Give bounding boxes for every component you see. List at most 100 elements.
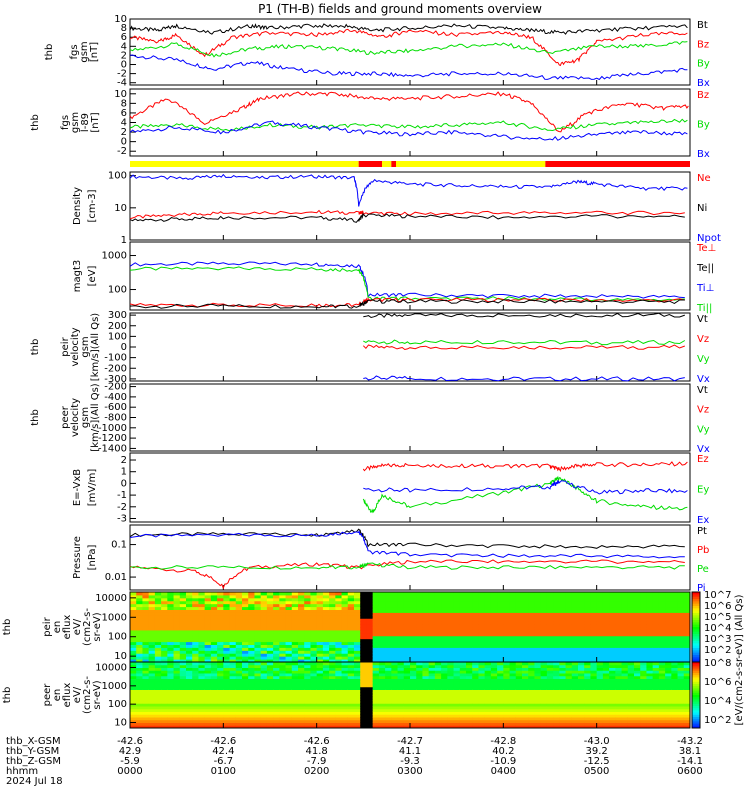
spectrogram-cell [503, 675, 511, 679]
spectrogram-cell [540, 647, 548, 651]
spectrogram-cell [571, 644, 579, 648]
spectrogram-cell [447, 703, 455, 707]
spectrogram-cell [136, 647, 143, 651]
spectrogram-cell [478, 711, 486, 715]
spectrogram-cell [509, 597, 517, 602]
spectrogram-cell [466, 659, 473, 663]
ytick-label: 8 [121, 98, 127, 109]
spectrogram-cell [615, 656, 623, 660]
spectrogram-cell [658, 706, 666, 710]
spectrogram-cell [434, 689, 442, 693]
spectrogram-cell [627, 635, 635, 640]
spectrogram-cell [304, 711, 311, 715]
spectrogram-cell [640, 703, 647, 707]
spectrogram-cell [640, 629, 647, 634]
spectrogram-cell [584, 700, 591, 704]
spectrogram-cell [646, 597, 654, 602]
spectrogram-cell [192, 670, 199, 674]
spectrogram-cell [130, 618, 137, 622]
spectrogram-cell [646, 624, 654, 628]
spectrogram-cell [223, 594, 231, 599]
spectrogram-cell [627, 681, 635, 685]
spectrogram-cell [671, 650, 679, 654]
spectrogram-cell [354, 656, 361, 660]
spectrogram-cell [596, 629, 604, 634]
spectrogram-cell [173, 673, 181, 677]
spectrogram-cell [173, 697, 181, 701]
spectrogram-cell [677, 635, 685, 640]
spectrogram-cell [683, 624, 691, 628]
spectrogram-cell [329, 673, 336, 677]
spectrogram-cell [360, 647, 367, 651]
spectrogram-cell [360, 670, 367, 674]
spectrogram-cell [167, 684, 175, 688]
spectrogram-cell [366, 641, 374, 645]
spectrogram-cell [329, 627, 336, 631]
spectrogram-cell [260, 717, 268, 721]
spectrogram-cell [422, 714, 430, 718]
spectrogram-cell [509, 692, 517, 696]
spectrogram-cell [229, 678, 237, 682]
spectrogram-cell [652, 627, 660, 631]
spectrogram-cell [397, 717, 405, 721]
spectrogram-cell [658, 711, 666, 715]
spectrogram-cell [397, 708, 405, 712]
spectrogram-cell [254, 678, 262, 682]
spectrogram-cell [472, 664, 479, 668]
spectrogram-cell [385, 695, 392, 699]
spectrogram-cell [434, 684, 442, 688]
spectrogram-cell [273, 627, 280, 631]
spectrogram-cell [385, 692, 392, 696]
spectrogram-cell [366, 594, 374, 599]
spectrogram-cell [615, 667, 623, 671]
spectrogram-cell [397, 675, 405, 679]
spectrogram-cell [316, 624, 324, 628]
spectrogram-cell [142, 725, 150, 729]
spectrogram-cell [173, 592, 181, 596]
spectrogram-cell [466, 615, 473, 619]
spectrogram-cell [459, 673, 467, 677]
spectrogram-cell [553, 600, 560, 605]
spectrogram-cell [366, 725, 374, 729]
spectrogram-cell [266, 714, 274, 718]
spectrogram-cell [186, 606, 193, 610]
spectrogram-cell [546, 662, 554, 666]
ephemeris-z: -9.3 [400, 756, 420, 767]
spectrogram-cell [347, 662, 355, 666]
spectrogram-cell [223, 714, 231, 718]
legend-Te⊥: Te⊥ [696, 243, 716, 254]
spectrogram-cell [148, 662, 156, 666]
colorbar-cell [692, 664, 700, 667]
spectrogram-cell [640, 711, 647, 715]
spectrogram-cell [565, 689, 573, 693]
spectrogram-cell [515, 647, 523, 651]
spectrogram-cell [534, 711, 542, 715]
spectrogram-cell [627, 673, 635, 677]
spectrogram-cell [466, 656, 473, 660]
spectrogram-cell [204, 662, 212, 666]
spectrogram-cell [665, 624, 672, 628]
spectrogram-cell [515, 603, 523, 608]
spectrogram-cell [646, 725, 654, 729]
spectrogram-cell [515, 653, 523, 657]
spectrogram-cell [285, 684, 293, 688]
spectrogram-cell [167, 592, 175, 596]
spectrogram-cell [565, 650, 573, 654]
spectrogram-cell [441, 650, 448, 654]
spectrogram-cell [652, 689, 660, 693]
spectrogram-cell [609, 647, 616, 651]
spectrogram-cell [596, 653, 604, 657]
spectrogram-cell [273, 662, 280, 666]
spectrogram-cell [316, 615, 324, 619]
spectrogram-cell [266, 706, 274, 710]
spectrogram-cell [360, 597, 367, 602]
spectrogram-cell [447, 681, 455, 685]
spectrogram-cell [428, 700, 436, 704]
spectrogram-cell [291, 673, 299, 677]
spectrogram-cell [391, 647, 399, 651]
spectrogram-cell [615, 612, 623, 616]
spectrogram-cell [571, 681, 579, 685]
spectrogram-cell [235, 667, 243, 671]
spectrogram-cell [609, 594, 616, 599]
spectrogram-cell [671, 635, 679, 640]
